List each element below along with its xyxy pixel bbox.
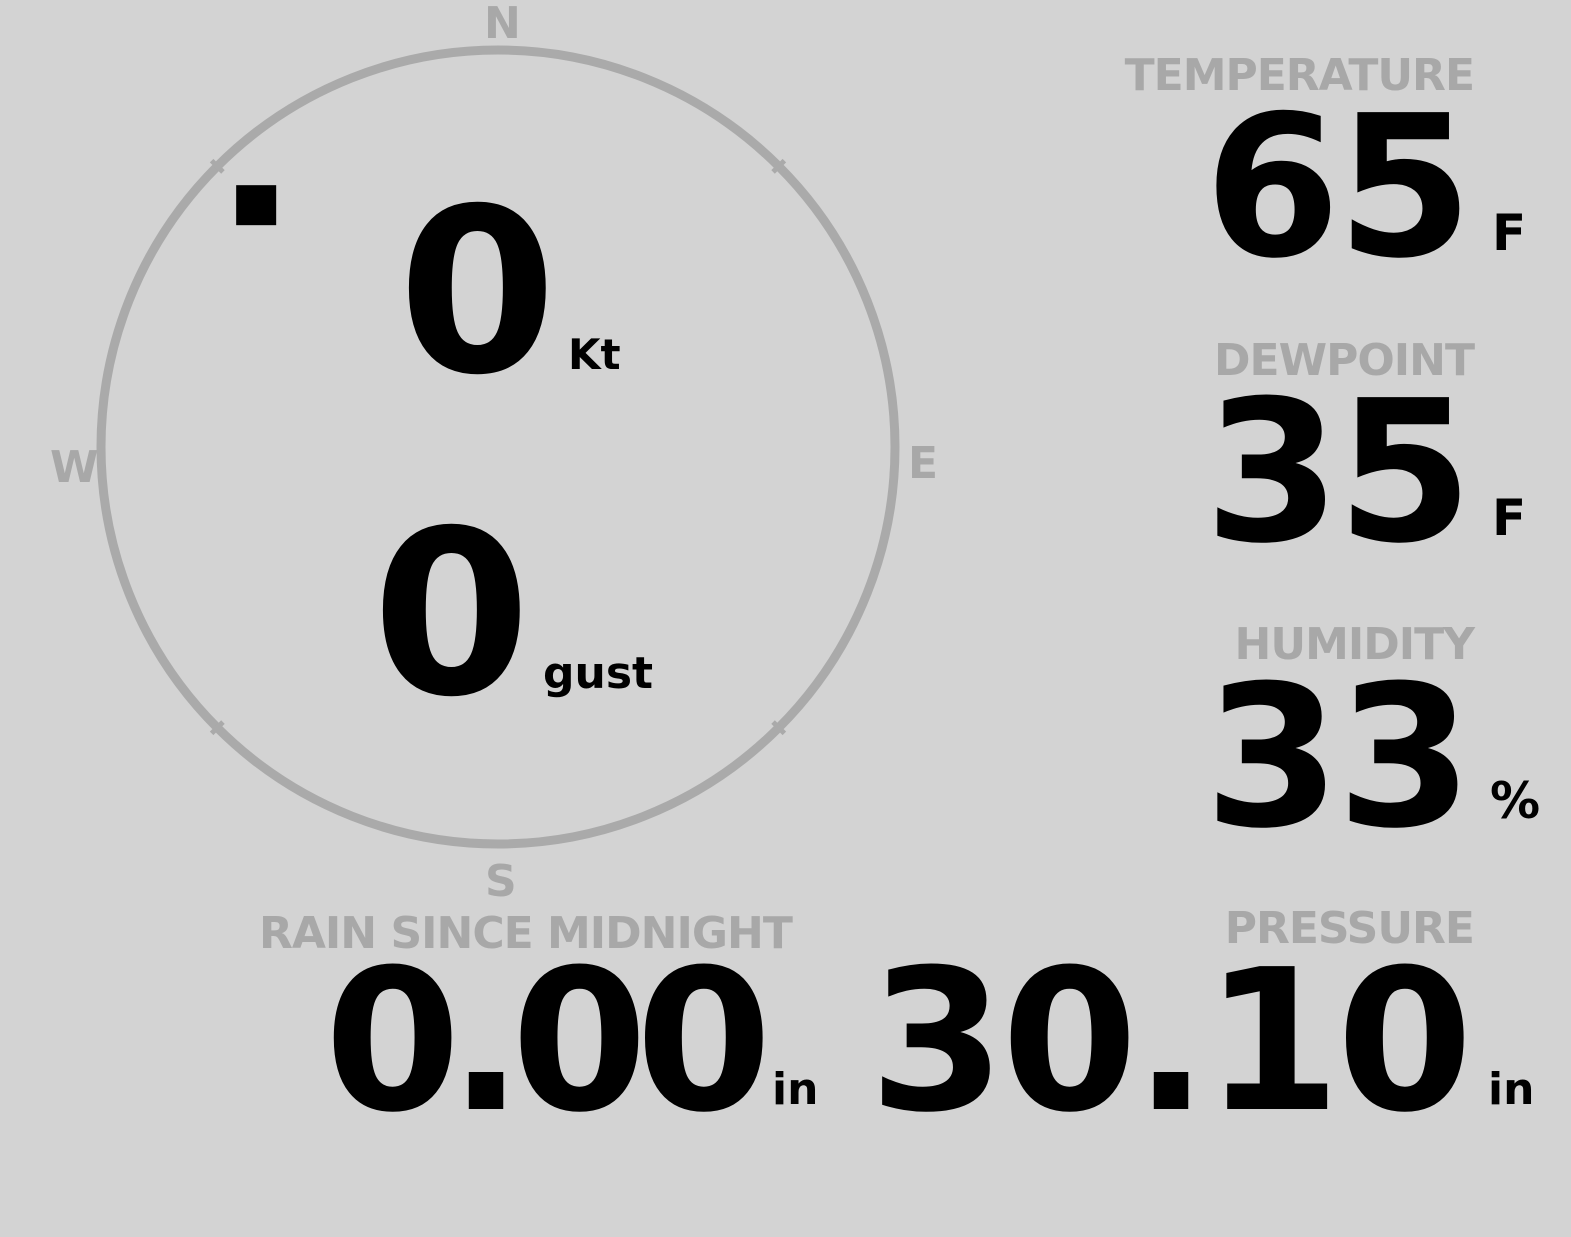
compass-tick	[209, 720, 225, 736]
dewpoint-label: DEWPOINT	[1214, 335, 1475, 386]
wind-compass	[96, 45, 900, 849]
compass-south-label: S	[485, 856, 517, 907]
humidity-label: HUMIDITY	[1234, 619, 1475, 670]
compass-tick	[771, 158, 787, 174]
temperature-value: 65	[1204, 74, 1473, 302]
humidity-unit: %	[1490, 772, 1541, 830]
compass-east-label: E	[908, 438, 939, 489]
compass-tick	[771, 720, 787, 736]
wind-speed-unit: Kt	[568, 330, 621, 379]
dewpoint-value: 35	[1204, 359, 1473, 587]
compass-north-label: N	[484, 0, 521, 49]
humidity-value: 33	[1204, 644, 1473, 872]
pressure-label: PRESSURE	[1224, 903, 1475, 954]
temperature-unit: F	[1492, 204, 1527, 262]
wind-direction-pointer	[236, 185, 277, 226]
pressure-value: 30.10	[869, 928, 1473, 1156]
wind-speed-value: 0	[398, 159, 557, 425]
compass-west-label: W	[50, 442, 99, 493]
temperature-label: TEMPERATURE	[1124, 50, 1475, 101]
rain-label: RAIN SINCE MIDNIGHT	[259, 908, 793, 959]
compass-tick	[209, 158, 225, 174]
wind-gust-unit: gust	[543, 648, 654, 699]
compass-ring	[96, 45, 900, 849]
compass-ticks	[209, 158, 787, 736]
rain-unit: in	[772, 1064, 819, 1115]
dewpoint-unit: F	[1492, 489, 1527, 547]
rain-value: 0.00	[324, 928, 772, 1156]
wind-gust-value: 0	[372, 481, 531, 747]
pressure-unit: in	[1488, 1064, 1535, 1115]
